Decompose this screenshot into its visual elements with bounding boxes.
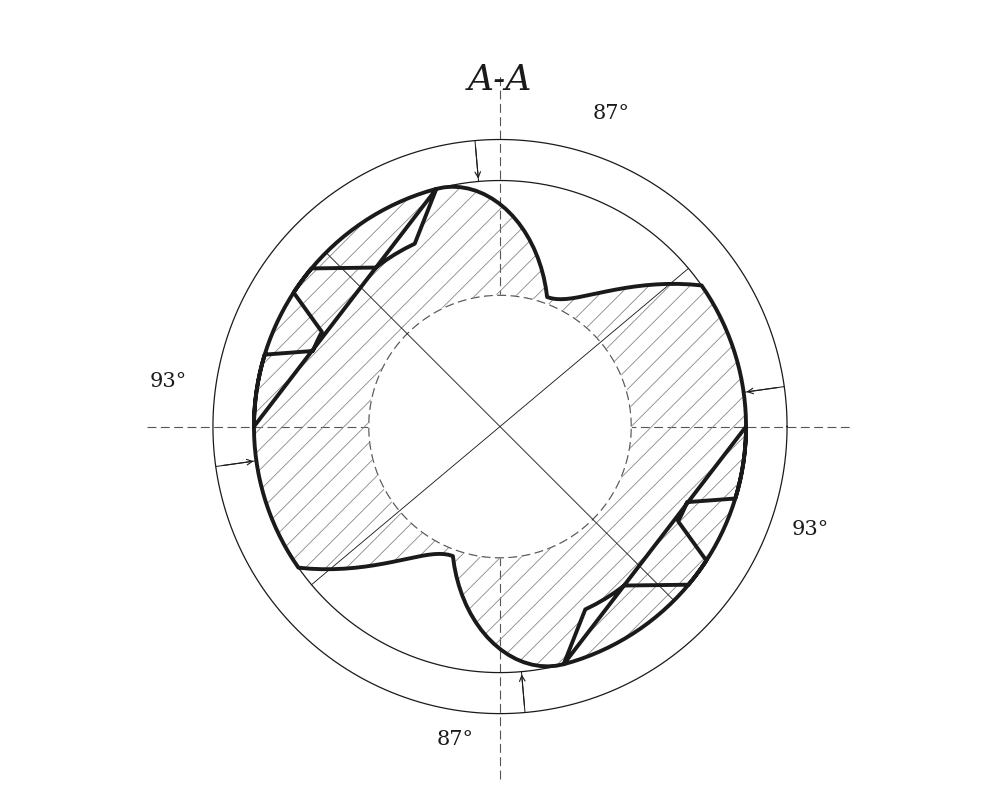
Text: 93°: 93° [149, 372, 186, 391]
Text: 87°: 87° [436, 730, 473, 749]
Text: 93°: 93° [791, 520, 829, 539]
Circle shape [369, 296, 631, 558]
Text: 87°: 87° [592, 103, 629, 123]
Text: A-A: A-A [468, 64, 532, 98]
